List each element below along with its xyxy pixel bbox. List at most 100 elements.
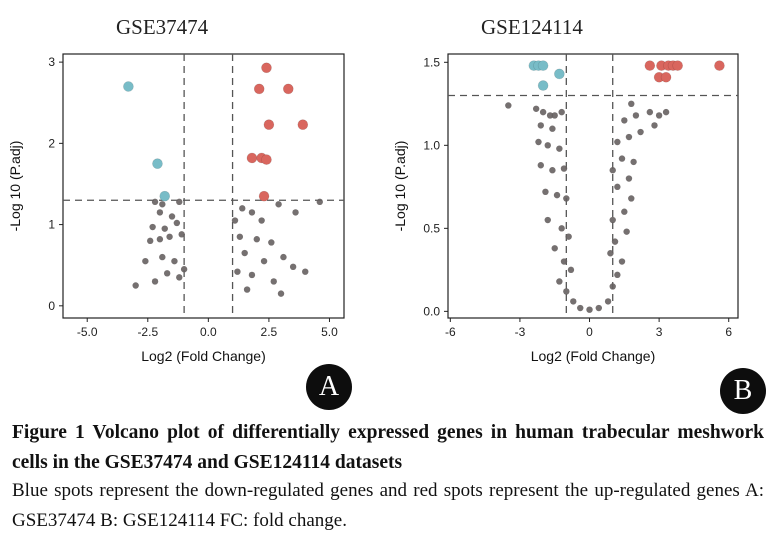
point-ns-a-17: [163, 270, 171, 277]
y-tick-label-b-0: 0.0: [423, 304, 440, 318]
point-ns-b-45: [625, 133, 633, 141]
y-tick-label-a-2: 2: [48, 136, 55, 150]
point-ns-a-28: [253, 236, 260, 243]
point-up-a-4: [297, 119, 309, 130]
point-ns-a-39: [277, 290, 285, 297]
y-axis-label-b: -Log 10 (P.adj): [392, 141, 408, 232]
point-ns-b-12: [549, 167, 556, 174]
point-ns-b-17: [544, 216, 551, 224]
point-ns-a-10: [166, 233, 173, 240]
point-ns-a-8: [147, 237, 154, 245]
point-ns-b-38: [628, 195, 635, 202]
point-ns-b-33: [607, 250, 614, 257]
point-ns-a-13: [159, 253, 166, 261]
point-ns-b-18: [558, 225, 565, 232]
point-ns-a-26: [316, 198, 323, 206]
point-ns-a-0: [151, 198, 159, 206]
point-ns-b-24: [563, 288, 570, 295]
volcano-plot-b: -6 -3 0 3 6 0.0 0.5 1.0 1.5 Log2 (Fold Change) -Lo…: [392, 53, 739, 364]
point-down-b-4: [537, 80, 549, 91]
point-ns-b-26: [577, 304, 584, 312]
point-ns-b-50: [655, 112, 663, 119]
point-ns-b-19: [565, 233, 572, 240]
point-ns-a-23: [258, 217, 265, 224]
point-down-b-2: [537, 60, 549, 71]
point-ns-b-0: [505, 102, 512, 109]
point-ns-b-15: [553, 191, 561, 199]
x-tick-label-a-1: -2.5: [137, 325, 158, 339]
point-ns-a-34: [234, 268, 241, 275]
point-ns-a-24: [275, 201, 282, 208]
point-up-a-8: [258, 190, 270, 202]
point-ns-b-43: [630, 158, 637, 166]
point-ns-a-9: [156, 236, 164, 243]
point-ns-b-22: [567, 266, 575, 274]
point-ns-a-14: [171, 257, 178, 265]
point-ns-b-20: [551, 245, 558, 252]
point-ns-b-28: [595, 304, 602, 312]
point-ns-a-19: [180, 266, 188, 273]
point-up-b-0: [644, 60, 656, 71]
point-ns-a-25: [292, 209, 299, 216]
point-ns-b-34: [611, 238, 619, 245]
point-ns-b-11: [537, 162, 544, 169]
y-tick-label-b-2: 1.0: [423, 138, 440, 152]
point-ns-b-29: [604, 298, 612, 305]
point-up-b-7: [660, 71, 672, 83]
point-ns-b-37: [621, 208, 628, 215]
point-ns-b-2: [539, 108, 547, 116]
point-ns-b-1: [532, 105, 540, 112]
point-ns-b-3: [546, 112, 554, 119]
point-ns-a-36: [270, 278, 277, 285]
x-axis-label-a: Log2 (Fold Change): [141, 348, 266, 364]
y-axis-label-a: -Log 10 (P.adj): [7, 141, 23, 232]
point-ns-a-22: [248, 209, 256, 216]
point-ns-a-16: [151, 278, 159, 285]
point-ns-a-38: [243, 286, 251, 293]
point-ns-b-5: [558, 108, 565, 116]
point-ns-b-23: [556, 278, 563, 285]
point-ns-a-21: [239, 205, 246, 212]
point-ns-a-35: [248, 271, 256, 279]
point-ns-b-40: [625, 175, 633, 182]
point-down-a-0: [123, 81, 134, 92]
y-tick-label-a-1: 1: [48, 218, 55, 232]
point-ns-a-32: [260, 257, 268, 265]
point-ns-a-33: [289, 263, 297, 271]
point-up-b-4: [672, 60, 683, 71]
point-ns-a-11: [178, 231, 185, 238]
x-tick-label-b-2: 0: [586, 325, 593, 339]
point-ns-b-32: [618, 258, 626, 265]
point-ns-b-49: [646, 108, 654, 116]
point-ns-b-8: [535, 138, 542, 146]
point-down-a-2: [159, 190, 171, 202]
caption-body: Blue spots represent the down-regulated …: [12, 480, 764, 531]
x-tick-label-b-1: -3: [515, 325, 526, 339]
point-up-b-5: [714, 60, 725, 71]
point-ns-b-25: [570, 298, 577, 305]
point-ns-b-44: [614, 138, 621, 146]
point-ns-a-3: [156, 209, 164, 216]
y-tick-label-b-1: 0.5: [423, 221, 440, 235]
plot-frame-a: [62, 53, 345, 319]
panel-b-title: GSE124114: [481, 15, 583, 39]
x-tick-label-b-4: 6: [725, 325, 732, 339]
point-ns-a-5: [149, 223, 156, 231]
x-tick-label-a-0: -5.0: [77, 325, 98, 339]
point-ns-b-14: [542, 188, 549, 196]
point-ns-b-6: [537, 122, 544, 129]
point-ns-b-4: [551, 112, 558, 119]
point-ns-a-29: [268, 239, 275, 246]
point-down-a-1: [152, 158, 163, 169]
point-ns-a-12: [142, 257, 149, 265]
point-ns-b-10: [556, 145, 563, 152]
point-ns-b-39: [614, 183, 621, 191]
point-up-a-1: [253, 83, 265, 95]
point-ns-b-51: [662, 108, 670, 116]
figure-caption: Figure 1 Volcano plot of differentially …: [12, 418, 764, 536]
point-ns-b-36: [609, 216, 616, 224]
point-ns-b-35: [623, 228, 630, 235]
x-tick-label-a-4: 5.0: [321, 325, 338, 339]
plot-frame-b: [447, 53, 739, 319]
x-tick-label-a-2: 0.0: [200, 325, 217, 339]
